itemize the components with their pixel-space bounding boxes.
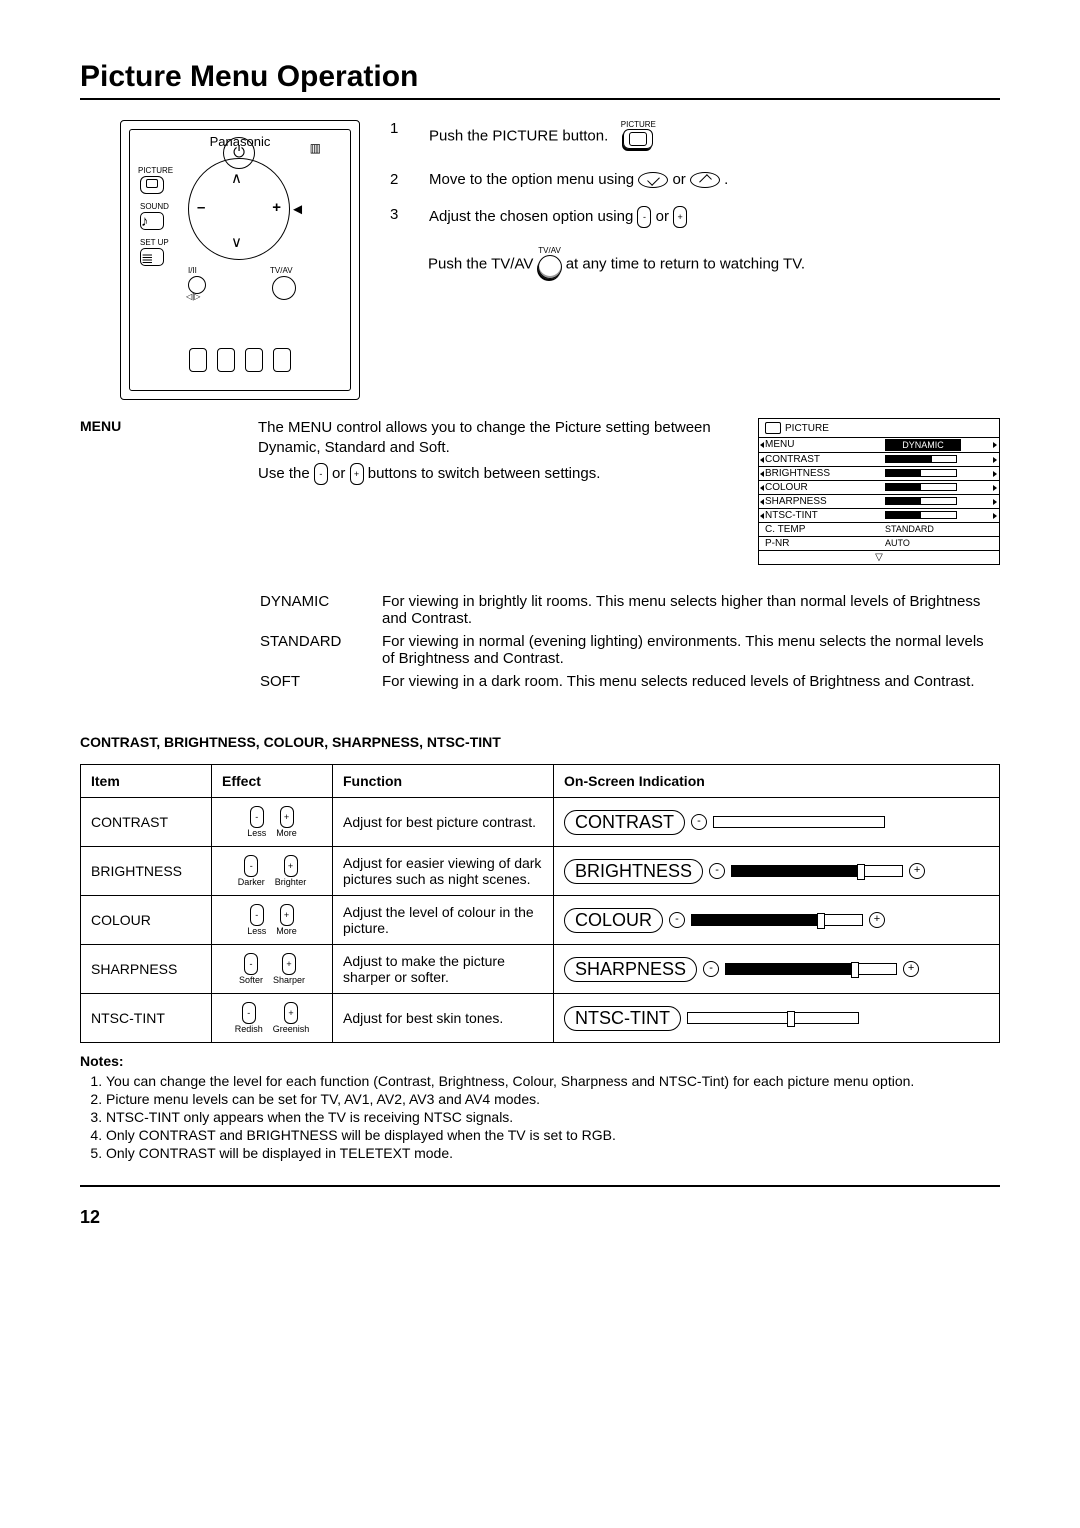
remote-iii-label: I/II [188,266,197,275]
osd-title: PICTURE [785,423,829,434]
menu-desc: The MENU control allows you to change th… [258,418,730,457]
th-item: Item [81,765,212,798]
setup-button-icon: ≣ [140,248,164,266]
tvav-icon-label: TV/AV [538,246,562,255]
picture-icon-label: PICTURE [621,120,656,129]
menu-desc: Use the [258,465,314,482]
table-row: NTSC-TINT-Redish+GreenishAdjust for best… [81,994,1000,1043]
vol-plus-icon: + [673,206,687,228]
tvav-line: Push the TV/AV TV/AV at any time to retu… [428,246,1000,283]
page-number: 12 [80,1207,1000,1228]
page-title: Picture Menu Operation [80,60,1000,94]
step-num: 3 [390,206,404,223]
vol-minus-icon: - [314,463,328,485]
picture-button-icon [140,176,164,194]
step-2: 2 Move to the option menu using or . [390,171,1000,188]
step-text: or [672,171,690,188]
step-text: or [656,208,674,225]
table-row: BRIGHTNESS-Darker+BrighterAdjust for eas… [81,847,1000,896]
step-text: Push the PICTURE button. [429,127,608,144]
rule [80,98,1000,100]
step-1: 1 Push the PICTURE button. PICTURE [390,120,1000,153]
tvav-icon [538,255,562,279]
step-text: Adjust the chosen option using [429,208,637,225]
table-row: CONTRAST-Less+MoreAdjust for best pictur… [81,798,1000,847]
nav-ring: ⏻ ▥ ∧ ∨ – + ◄ [188,158,290,260]
th-function: Function [333,765,554,798]
sound-button-icon: ♪ [140,212,164,230]
step-text: Move to the option menu using [429,171,638,188]
remote-illustration: Panasonic PICTURE SOUND ♪ SET UP ≣ ⏻ ▥ ∧… [120,120,360,400]
remote-picture-label: PICTURE [138,166,173,175]
step-num: 2 [390,171,404,188]
sub-heading: CONTRAST, BRIGHTNESS, COLOUR, SHARPNESS,… [80,734,1000,750]
menu-heading: MENU [80,418,230,434]
remote-tvav-label: TV/AV [270,266,293,275]
settings-table: Item Effect Function On-Screen Indicatio… [80,764,1000,1043]
vol-minus-icon: - [637,206,651,228]
step-num: 1 [390,120,404,137]
down-oval-icon [690,172,720,188]
rule [80,1185,1000,1187]
notes-heading: Notes: [80,1053,124,1069]
remote-sound-label: SOUND [140,202,169,211]
step-text: . [724,171,728,188]
vol-plus-icon: + [350,463,364,485]
tvav-button [272,276,296,300]
tvav-text: at any time to return to watching TV. [566,256,805,273]
up-oval-icon [638,172,668,188]
tvav-text: Push the TV/AV [428,256,538,273]
step-3: 3 Adjust the chosen option using - or + [390,206,1000,228]
menu-desc: or [332,465,350,482]
menu-desc: buttons to switch between settings. [368,465,601,482]
table-row: COLOUR-Less+MoreAdjust the level of colo… [81,896,1000,945]
osd-nav-icon: ▽ [759,550,999,564]
remote-setup-label: SET UP [140,238,169,247]
modes-list: DYNAMICFor viewing in brightly lit rooms… [258,589,1000,694]
table-row: SHARPNESS-Softer+SharperAdjust to make t… [81,945,1000,994]
osd-preview: PICTURE MENUDYNAMICCONTRASTBRIGHTNESSCOL… [758,418,1000,565]
picture-icon [623,129,653,149]
th-osi: On-Screen Indication [554,765,1000,798]
notes-list: You can change the level for each functi… [80,1073,1000,1161]
th-effect: Effect [212,765,333,798]
